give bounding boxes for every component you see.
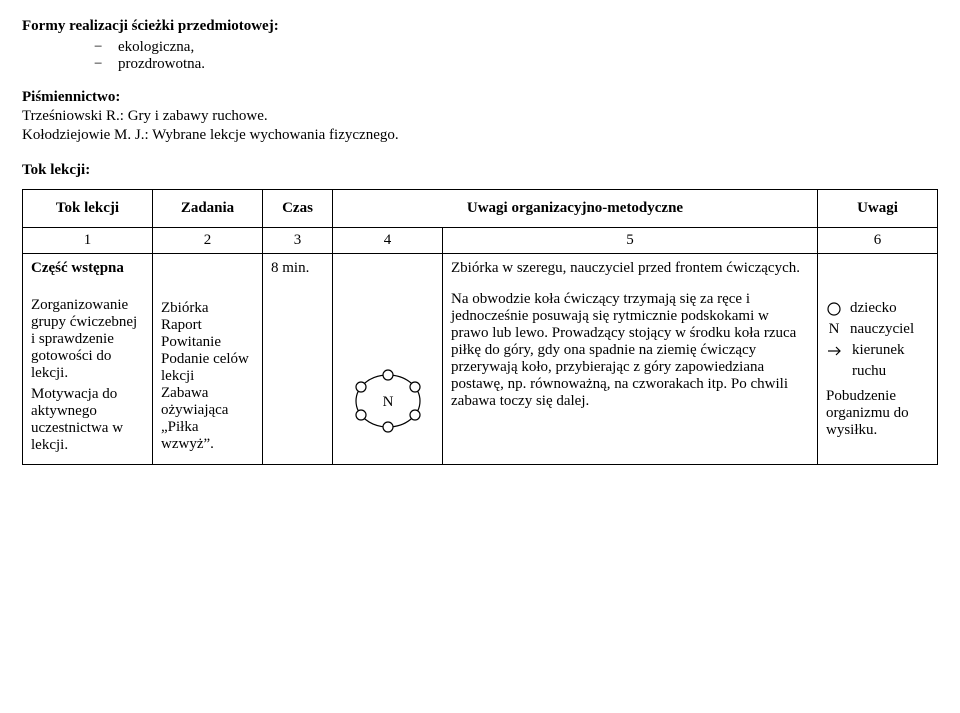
- col-num: 6: [818, 228, 938, 254]
- col-header: Uwagi organizacyjno-metodyczne: [333, 190, 818, 228]
- col-num: 4: [333, 228, 443, 254]
- legend-arrow: kierunek: [826, 342, 929, 359]
- cell-tok: Część wstępna Zorganizowanie grupy ćwicz…: [23, 254, 153, 465]
- circle-icon: [826, 301, 842, 317]
- biblio-line: Kołodziejowie M. J.: Wybrane lekcje wych…: [22, 127, 938, 144]
- col-num: 1: [23, 228, 153, 254]
- col-num: 3: [263, 228, 333, 254]
- pismiennictwo-title: Piśmiennictwo:: [22, 89, 938, 106]
- legend-footer-text: Pobudzenie organizmu do wysiłku.: [826, 388, 909, 438]
- cell-zadania: Zbiórka Raport Powitanie Podanie celów l…: [153, 254, 263, 465]
- col-num: 2: [153, 228, 263, 254]
- zadania-text: Zbiórka Raport Powitanie Podanie celów l…: [161, 300, 254, 453]
- formy-list: ekologiczna, prozdrowotna.: [22, 39, 938, 73]
- col-header: Czas: [263, 190, 333, 228]
- biblio-line: Trześniowski R.: Gry i zabawy ruchowe.: [22, 108, 938, 125]
- czas-value: 8 min.: [271, 260, 324, 277]
- table-row: Część wstępna Zorganizowanie grupy ćwicz…: [23, 254, 938, 465]
- cell-czas: 8 min.: [263, 254, 333, 465]
- uwagi-text: Zbiórka w szeregu, nauczyciel przed fron…: [451, 260, 809, 277]
- legend-circle: dziecko: [826, 300, 929, 317]
- cell-uwagi-metodyczne: Zbiórka w szeregu, nauczyciel przed fron…: [443, 254, 818, 465]
- legend-arrow-line2: ruchu: [826, 363, 929, 380]
- col-header: Uwagi: [818, 190, 938, 228]
- bibliography: Piśmiennictwo: Trześniowski R.: Gry i za…: [22, 89, 938, 144]
- part-label: Część wstępna: [31, 260, 144, 277]
- tok-lekcji-label: Tok lekcji:: [22, 162, 938, 179]
- legend-n-symbol: N: [826, 321, 842, 338]
- tok-text: Zorganizowanie grupy ćwiczebnej i sprawd…: [31, 297, 144, 382]
- legend-label: nauczyciel: [850, 321, 914, 338]
- legend-footer: Pobudzenie organizmu do wysiłku.: [826, 388, 929, 439]
- legend-label: kierunek: [852, 342, 904, 359]
- formy-item: ekologiczna,: [94, 39, 938, 56]
- col-header: Tok lekcji: [23, 190, 153, 228]
- cell-diagram: N: [333, 254, 443, 465]
- table-number-row: 1 2 3 4 5 6: [23, 228, 938, 254]
- formy-title: Formy realizacji ścieżki przedmiotowej:: [22, 18, 938, 35]
- tok-text: Motywacja do aktywnego uczestnictwa w le…: [31, 386, 144, 454]
- legend-label: dziecko: [850, 300, 897, 317]
- cell-uwagi-legend: dziecko N nauczyciel kierunek ruchu Pobu…: [818, 254, 938, 465]
- legend-label: ruchu: [852, 363, 886, 380]
- uwagi-text: Na obwodzie koła ćwiczący trzymają się z…: [451, 291, 809, 410]
- lesson-table: Tok lekcji Zadania Czas Uwagi organizacy…: [22, 189, 938, 465]
- circle-diagram: N: [343, 361, 433, 441]
- diagram-n-letter: N: [382, 394, 393, 410]
- legend-n: N nauczyciel: [826, 321, 929, 338]
- table-header-row: Tok lekcji Zadania Czas Uwagi organizacy…: [23, 190, 938, 228]
- col-num: 5: [443, 228, 818, 254]
- arrow-icon: [826, 344, 844, 358]
- col-header: Zadania: [153, 190, 263, 228]
- formy-item: prozdrowotna.: [94, 56, 938, 73]
